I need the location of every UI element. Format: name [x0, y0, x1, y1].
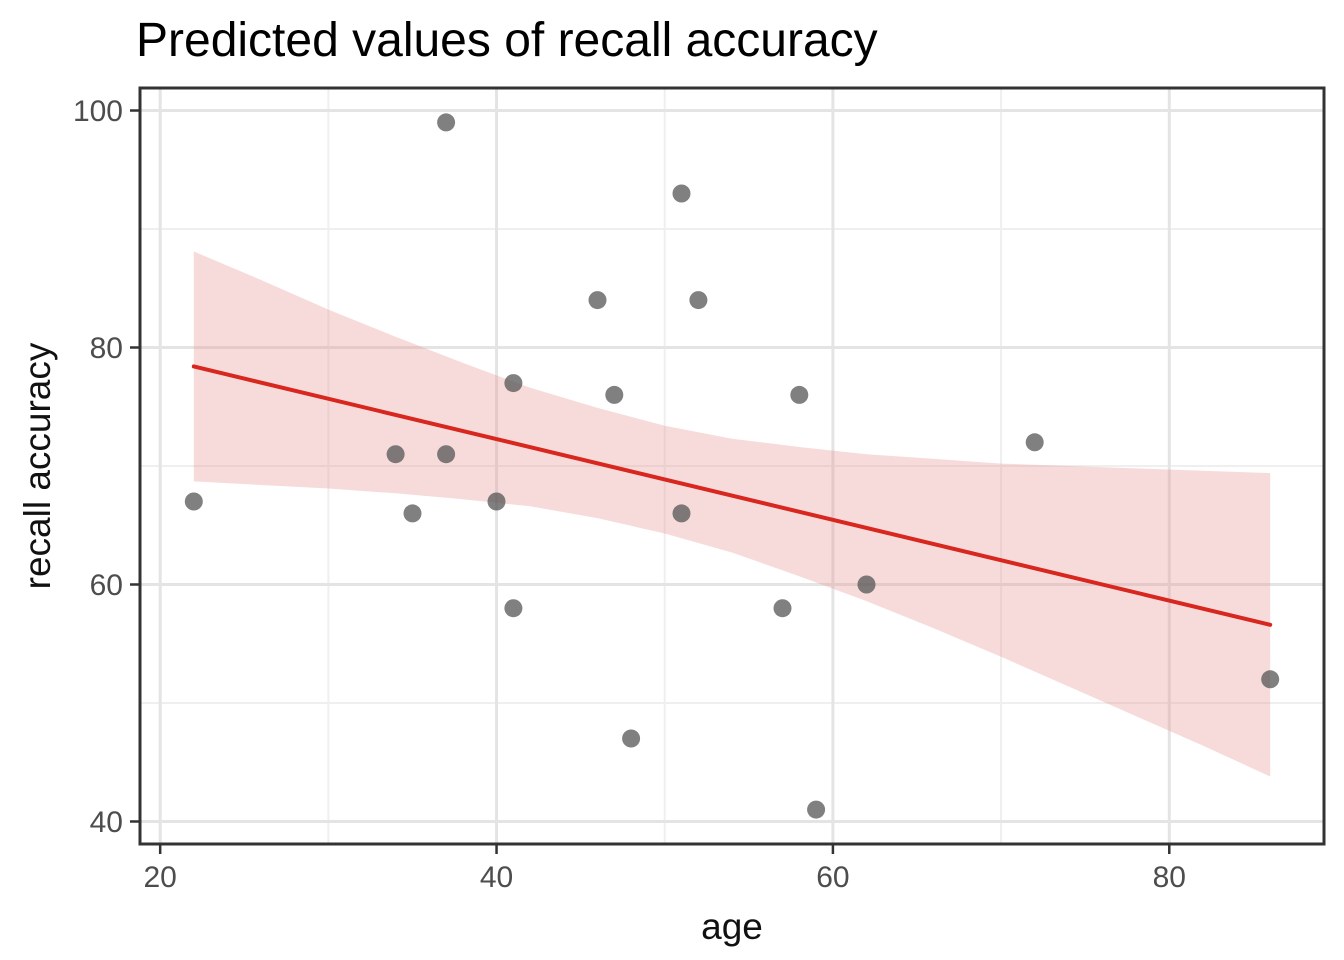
data-point-7	[504, 374, 523, 393]
data-point-0	[184, 492, 203, 511]
y-tick-label-40: 40	[90, 806, 123, 839]
x-tick-label-80: 80	[1153, 861, 1186, 894]
y-tick-label-60: 60	[90, 569, 123, 602]
data-point-18	[1025, 433, 1044, 452]
y-tick-label-100: 100	[73, 95, 123, 128]
data-point-16	[807, 800, 826, 819]
data-points	[184, 113, 1280, 819]
data-point-13	[689, 291, 708, 310]
x-tick-label-60: 60	[816, 861, 849, 894]
data-point-1	[386, 445, 405, 464]
gridlines-minor	[140, 88, 1324, 844]
data-point-15	[790, 385, 809, 404]
data-point-17	[857, 575, 876, 594]
gridlines-major	[140, 88, 1324, 844]
data-point-2	[403, 504, 422, 523]
data-point-11	[672, 504, 691, 523]
data-point-5	[487, 492, 506, 511]
y-tick-label-80: 80	[90, 332, 123, 365]
data-point-19	[1261, 670, 1280, 689]
data-point-12	[672, 184, 691, 203]
x-tick-label-20: 20	[143, 861, 176, 894]
data-point-10	[622, 729, 641, 748]
confidence-ribbon	[193, 251, 1271, 777]
data-point-14	[773, 599, 792, 618]
data-point-9	[605, 385, 624, 404]
x-axis-title: age	[701, 906, 763, 947]
trend-line	[191, 364, 1273, 627]
data-point-8	[588, 291, 607, 310]
y-axis-title: recall accuracy	[17, 342, 58, 589]
chart-title: Predicted values of recall accuracy	[136, 14, 878, 67]
data-point-6	[504, 599, 523, 618]
y-axis: 40 60 80 100	[73, 95, 140, 839]
ci-ribbon-area	[193, 251, 1271, 777]
x-tick-label-40: 40	[480, 861, 513, 894]
data-point-3	[437, 445, 456, 464]
regression-line	[191, 364, 1273, 627]
panel-border	[138, 86, 1326, 846]
data-point-4	[437, 113, 456, 132]
x-axis: 20 40 60 80	[143, 844, 1186, 894]
